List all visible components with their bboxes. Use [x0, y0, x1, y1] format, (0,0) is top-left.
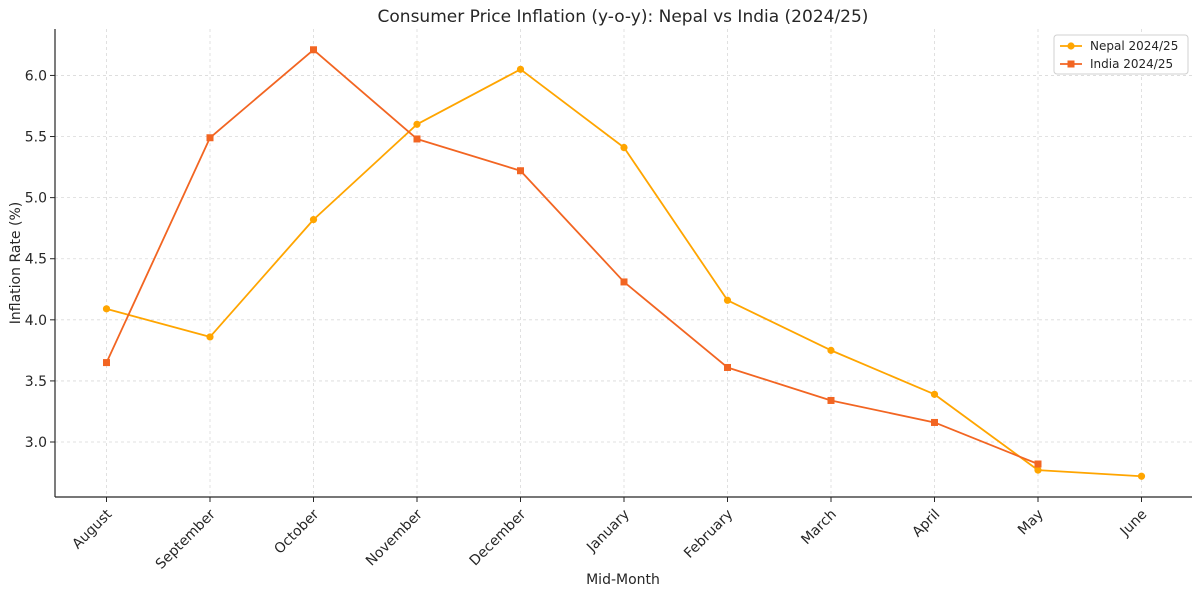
x-tick-label: August: [69, 506, 115, 552]
y-axis-label: Inflation Rate (%): [8, 202, 24, 324]
data-point: [1137, 472, 1146, 480]
grid: [55, 29, 1192, 497]
series-line: [105, 48, 1039, 465]
data-point: [931, 418, 938, 426]
y-tick-label: 4.0: [25, 313, 47, 329]
series-0: [102, 65, 1146, 480]
data-point: [620, 278, 628, 286]
y-tick-label: 4.5: [25, 252, 47, 268]
legend-box: [1053, 34, 1189, 75]
legend-marker: [1067, 42, 1075, 50]
series-layer: [102, 46, 1146, 480]
data-point: [309, 216, 318, 224]
x-tick-label: March: [798, 507, 839, 548]
legend-label: India 2024/25: [1090, 57, 1173, 71]
data-point: [827, 346, 835, 354]
x-tick-label: January: [583, 507, 633, 557]
data-point: [103, 359, 110, 367]
legend-marker: [1067, 60, 1075, 68]
legend-item: India 2024/25: [1060, 57, 1173, 71]
x-axis-label: Mid-Month: [586, 572, 660, 588]
data-point: [413, 135, 421, 143]
data-point: [413, 120, 421, 128]
y-tick-label: 3.0: [25, 435, 47, 451]
x-tick-label: December: [467, 506, 530, 569]
legend: Nepal 2024/25 India 2024/25: [1053, 34, 1189, 75]
legend-label: Nepal 2024/25: [1090, 39, 1178, 53]
data-point: [1034, 460, 1042, 468]
data-point: [517, 167, 524, 175]
data-point: [723, 296, 732, 304]
data-point: [724, 363, 731, 371]
x-tick-label: June: [1117, 507, 1151, 541]
series-1: [103, 46, 1042, 468]
data-point: [1034, 466, 1042, 474]
y-axis-ticks: 3.0 3.5 4.0 4.5 5.0 5.5 6.0: [25, 68, 55, 451]
x-tick-label: April: [909, 507, 943, 541]
data-point: [310, 46, 317, 54]
x-axis-ticks: August September October November December Ja…: [69, 497, 1150, 573]
data-point: [102, 305, 111, 313]
y-tick-label: 5.0: [25, 191, 47, 207]
x-tick-label: October: [271, 506, 322, 557]
y-tick-label: 6.0: [25, 68, 47, 84]
y-tick-label: 5.5: [25, 130, 47, 146]
data-point: [206, 134, 214, 142]
data-point: [516, 65, 525, 73]
data-point: [206, 333, 214, 341]
data-point: [827, 396, 835, 404]
axes: [54, 29, 1192, 498]
x-tick-label: September: [153, 506, 219, 572]
chart-title: Consumer Price Inflation (y-o-y): Nepal …: [378, 7, 869, 27]
x-tick-label: May: [1015, 507, 1047, 539]
x-tick-label: February: [681, 507, 736, 562]
y-tick-label: 3.5: [25, 374, 47, 390]
legend-item: Nepal 2024/25: [1060, 39, 1178, 53]
x-tick-label: November: [363, 506, 426, 569]
data-point: [620, 143, 628, 152]
data-point: [930, 390, 939, 398]
